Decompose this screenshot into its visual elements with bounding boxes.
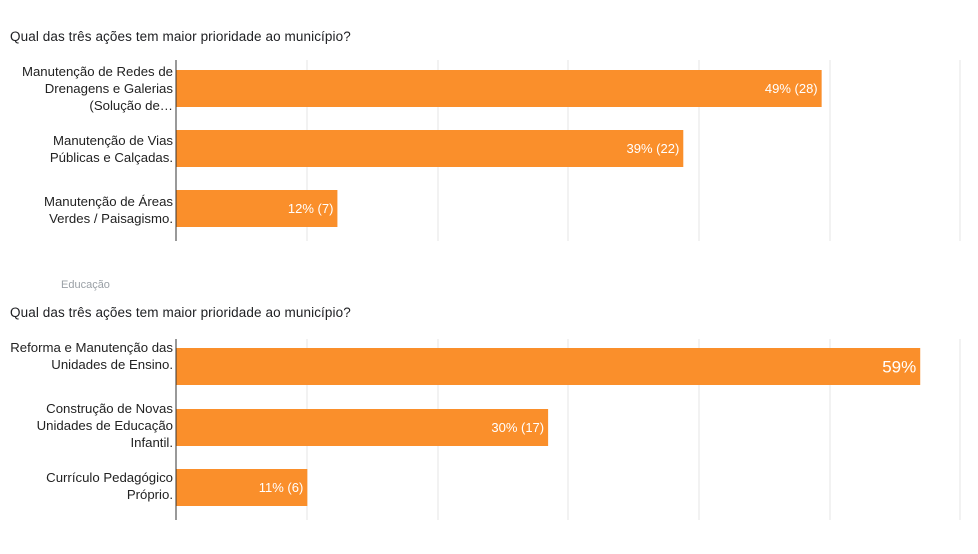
bar-data-label: 30% (17) [491,420,544,435]
section-label: Educação [61,279,110,291]
bar-data-label: 11% (6) [259,480,304,495]
chart-1: Manutenção de Redes de Drenagens e Galer… [0,55,978,245]
chart-2-question: Qual das três ações tem maior prioridade… [10,305,351,320]
category-label: Reforma e Manutenção das Unidades de Ens… [10,340,173,372]
bar [176,469,308,506]
bar [176,190,338,227]
bar-data-label: 49% (28) [765,81,818,96]
chart-2-plot: 59% 30% (17) 11% (6) [175,339,961,520]
category-label: Manutenção de Redes de Drenagens e Galer… [21,64,173,113]
bar [176,409,549,446]
chart-2: Reforma e Manutenção das Unidades de Ens… [0,334,978,524]
bar-data-label: 59% [882,358,916,377]
category-label: Construção de Novas Unidades de Educação… [36,401,173,450]
category-label: Currículo Pedagógico Próprio. [46,470,173,502]
bar [176,70,822,107]
chart-1-question: Qual das três ações tem maior prioridade… [10,29,351,44]
bar-data-label: 12% (7) [288,201,334,216]
category-label: Manutenção de Áreas Verdes / Paisagismo. [43,194,173,226]
category-label: Manutenção de Vias Públicas e Calçadas. [49,133,173,165]
chart-1-plot: 49% (28) 39% (22) 12% (7) [175,60,961,241]
bar-data-label: 39% (22) [627,141,680,156]
bar [176,130,684,167]
bar [176,348,921,385]
